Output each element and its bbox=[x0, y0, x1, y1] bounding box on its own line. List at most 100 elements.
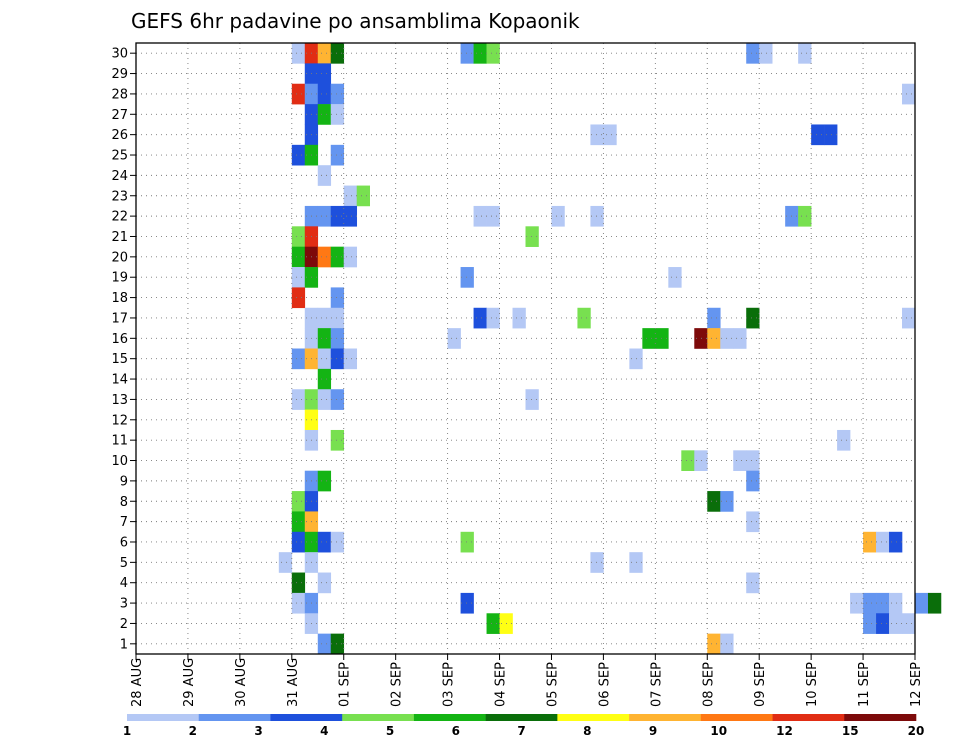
heatmap-cell-59 bbox=[486, 307, 500, 329]
y-axis: 1234567891011121314151617181920212223242… bbox=[111, 47, 136, 652]
x-tick-label-12: 09 SEP bbox=[753, 662, 768, 707]
heatmap-cell-74 bbox=[733, 328, 747, 349]
y-tick-label-5: 6 bbox=[120, 535, 128, 550]
x-tick-label-2: 30 AUG bbox=[234, 658, 249, 707]
y-tick-label-16: 17 bbox=[111, 311, 128, 326]
heatmap-cell-72 bbox=[707, 328, 721, 349]
heatmap-cell-104 bbox=[746, 511, 760, 533]
heatmap-cell-93 bbox=[733, 450, 747, 471]
grid-lines bbox=[136, 43, 915, 654]
heatmap-cell-115 bbox=[590, 552, 604, 573]
y-tick-label-18: 19 bbox=[111, 271, 128, 286]
heatmap-cell-132 bbox=[863, 613, 877, 634]
chart-title: GEFS 6hr padavine po ansamblima Kopaonik bbox=[131, 9, 580, 33]
x-tick-label-7: 04 SEP bbox=[494, 662, 509, 707]
x-tick-label-10: 07 SEP bbox=[649, 662, 664, 707]
x-tick-label-5: 02 SEP bbox=[390, 662, 405, 707]
heatmap-cell-126 bbox=[889, 592, 903, 614]
heatmap-cell-90 bbox=[837, 429, 851, 451]
legend-label-9: 10 bbox=[710, 724, 727, 738]
heatmap-cell-52 bbox=[668, 267, 682, 288]
heatmap-cell-5 bbox=[473, 43, 487, 64]
heatmap-cell-30 bbox=[356, 185, 370, 207]
heatmap-cell-57 bbox=[330, 307, 345, 329]
heatmap-cell-64 bbox=[902, 307, 916, 329]
heatmap-cell-25 bbox=[291, 144, 306, 166]
legend-label-10: 12 bbox=[776, 724, 793, 738]
heatmap-cell-111 bbox=[876, 531, 890, 553]
y-tick-label-29: 30 bbox=[111, 47, 128, 62]
heatmap-cell-124 bbox=[863, 592, 877, 614]
legend-swatch-2 bbox=[270, 714, 343, 721]
y-tick-label-12: 13 bbox=[111, 393, 128, 408]
heatmap-cell-110 bbox=[863, 531, 877, 553]
color-legend: 1 2 3 4 5 6 7 8 9 10 12 15 20 bbox=[123, 714, 924, 738]
x-tick-label-11: 08 SEP bbox=[701, 662, 716, 707]
heatmap-cell-75 bbox=[291, 348, 306, 370]
heatmap-cell-24 bbox=[824, 124, 838, 146]
heatmap-cell-136 bbox=[317, 633, 332, 655]
y-tick-label-26: 27 bbox=[111, 108, 128, 123]
heatmap-cell-81 bbox=[317, 368, 332, 390]
heatmap-cell-97 bbox=[746, 470, 760, 492]
heatmap-cell-69 bbox=[642, 328, 656, 349]
legend-swatch-10 bbox=[844, 714, 917, 721]
heatmap-cell-137 bbox=[330, 633, 345, 655]
heatmap-cell-79 bbox=[343, 348, 358, 370]
legend-swatch-4 bbox=[413, 714, 486, 721]
legend-label-8: 9 bbox=[649, 724, 657, 738]
heatmap-cell-119 bbox=[746, 572, 760, 594]
heatmap-cell-125 bbox=[876, 592, 890, 614]
x-tick-label-1: 29 AUG bbox=[182, 658, 197, 707]
heatmap-cell-28 bbox=[317, 165, 332, 186]
heatmap-cell-38 bbox=[590, 205, 604, 227]
heatmap-cell-68 bbox=[447, 328, 461, 349]
heatmap-cell-63 bbox=[746, 307, 760, 329]
y-tick-label-2: 3 bbox=[120, 597, 128, 612]
heatmap-cell-122 bbox=[460, 592, 474, 614]
heatmap-cell-94 bbox=[746, 450, 760, 471]
legend-label-1: 2 bbox=[189, 724, 197, 738]
heatmap-cell-36 bbox=[486, 205, 500, 227]
y-tick-label-22: 23 bbox=[111, 189, 128, 204]
y-tick-label-13: 14 bbox=[111, 373, 128, 388]
heatmap-cell-108 bbox=[330, 531, 345, 553]
heatmap-cell-86 bbox=[525, 389, 539, 410]
y-tick-label-21: 22 bbox=[111, 210, 128, 225]
y-tick-label-0: 1 bbox=[120, 637, 128, 652]
y-tick-label-6: 7 bbox=[120, 515, 128, 530]
heatmap-cell-21 bbox=[590, 124, 604, 146]
legend-label-5: 6 bbox=[452, 724, 460, 738]
y-tick-label-9: 10 bbox=[111, 454, 128, 469]
heatmap-cell-127 bbox=[915, 592, 929, 614]
legend-swatch-8 bbox=[700, 714, 773, 721]
x-axis: 28 AUG 29 AUG 30 AUG 31 AUG 01 SEP 02 SEP 03 S… bbox=[130, 654, 924, 707]
y-tick-label-1: 2 bbox=[120, 617, 128, 632]
heatmap-cell-89 bbox=[330, 429, 345, 451]
heatmap-cell-78 bbox=[330, 348, 345, 370]
x-tick-label-6: 03 SEP bbox=[442, 662, 457, 707]
heatmap-cell-61 bbox=[577, 307, 591, 329]
legend-swatch-0 bbox=[127, 714, 200, 721]
y-tick-label-28: 29 bbox=[111, 67, 128, 82]
heatmap-cell-109 bbox=[460, 531, 474, 553]
legend-swatch-1 bbox=[198, 714, 271, 721]
x-tick-label-0: 28 AUG bbox=[130, 658, 145, 707]
heatmap-cell-58 bbox=[473, 307, 487, 329]
legend-label-7: 8 bbox=[583, 724, 591, 738]
y-tick-label-15: 16 bbox=[111, 332, 128, 347]
heatmap-cell-7 bbox=[746, 43, 760, 64]
heatmap-cell-34 bbox=[343, 205, 358, 227]
heatmap-cell-16 bbox=[902, 83, 916, 105]
heatmap-cell-130 bbox=[486, 613, 500, 634]
y-tick-label-8: 9 bbox=[120, 474, 128, 489]
heatmap-cell-8 bbox=[759, 43, 773, 64]
y-tick-label-14: 15 bbox=[111, 352, 128, 367]
heatmap-cell-107 bbox=[317, 531, 332, 553]
heatmap-cell-2 bbox=[317, 43, 332, 64]
heatmap-cell-62 bbox=[707, 307, 721, 329]
heatmap-cell-11 bbox=[317, 63, 332, 85]
heatmap-cell-49 bbox=[291, 267, 306, 288]
plot-frame bbox=[135, 42, 916, 655]
